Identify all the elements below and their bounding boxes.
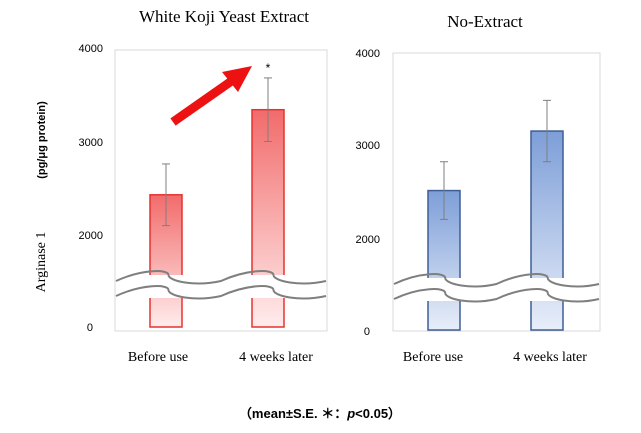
y-axis-label: Arginase 1 — [34, 232, 49, 293]
x-tick-label: 4 weeks later — [239, 350, 313, 365]
y-tick-label: 4000 — [356, 48, 380, 60]
y-tick-label: 0 — [87, 322, 93, 334]
y-tick-label: 3000 — [79, 137, 103, 149]
chart-title: White Koji Yeast Extract — [139, 7, 309, 26]
y-tick-label: 3000 — [356, 140, 380, 152]
y-tick-label: 2000 — [79, 230, 103, 242]
axis-break-line — [115, 270, 327, 285]
y-axis-unit-label: (pg/μg protein) — [36, 101, 48, 179]
footnote-p: p — [346, 406, 355, 421]
axis-break-line — [393, 273, 600, 288]
significance-marker: * — [266, 61, 271, 75]
footnote-suffix: <0.05） — [355, 406, 401, 421]
chart-white-koji: White Koji Yeast Extract 4000 3000 2000 … — [79, 7, 328, 365]
footnote: （mean±S.E. ＊：p<0.05） — [239, 406, 401, 421]
chart-no-extract: No-Extract 4000 3000 2000 0 Before use 4… — [356, 12, 601, 365]
axis-break-line — [393, 288, 600, 303]
plot-frame — [392, 52, 601, 332]
x-tick-label: Before use — [403, 350, 463, 365]
trend-arrow-head — [222, 66, 252, 92]
axis-break-line — [115, 285, 327, 300]
x-tick-label: 4 weeks later — [513, 350, 587, 365]
x-tick-label: Before use — [128, 350, 188, 365]
y-tick-label: 4000 — [79, 43, 103, 55]
trend-arrow-shaft — [170, 76, 236, 126]
footnote-prefix: （mean±S.E. ＊： — [239, 406, 347, 421]
y-tick-label: 2000 — [356, 234, 380, 246]
chart-title: No-Extract — [447, 12, 523, 31]
y-tick-label: 0 — [364, 326, 370, 338]
plot-frame — [114, 49, 328, 332]
